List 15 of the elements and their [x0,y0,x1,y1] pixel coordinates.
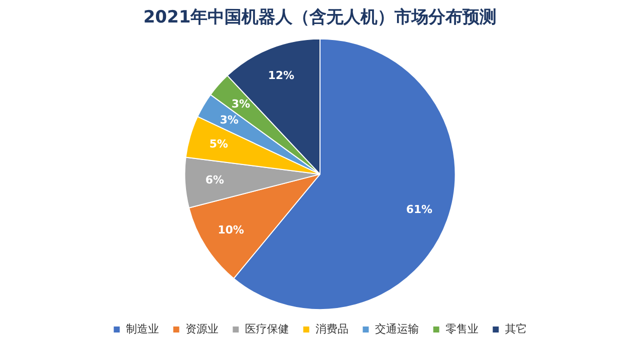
data-label: 12% [268,68,294,82]
data-label: 3% [220,113,239,126]
legend-label: 其它 [504,322,527,336]
chart-title: 2021年中国机器人（含无人机）市场分布预测 [143,8,497,28]
legend-label: 消费品 [315,322,348,336]
legend-label: 制造业 [126,322,159,336]
data-label: 6% [205,174,224,187]
legend-label: 资源业 [185,322,218,336]
data-label: 61% [406,202,432,216]
data-label: 3% [231,97,250,110]
data-label: 10% [218,224,244,237]
legend-label: 医疗保健 [244,322,289,336]
legend-label: 零售业 [445,322,478,336]
legend-label: 交通运输 [374,322,419,336]
data-label: 5% [209,138,228,151]
